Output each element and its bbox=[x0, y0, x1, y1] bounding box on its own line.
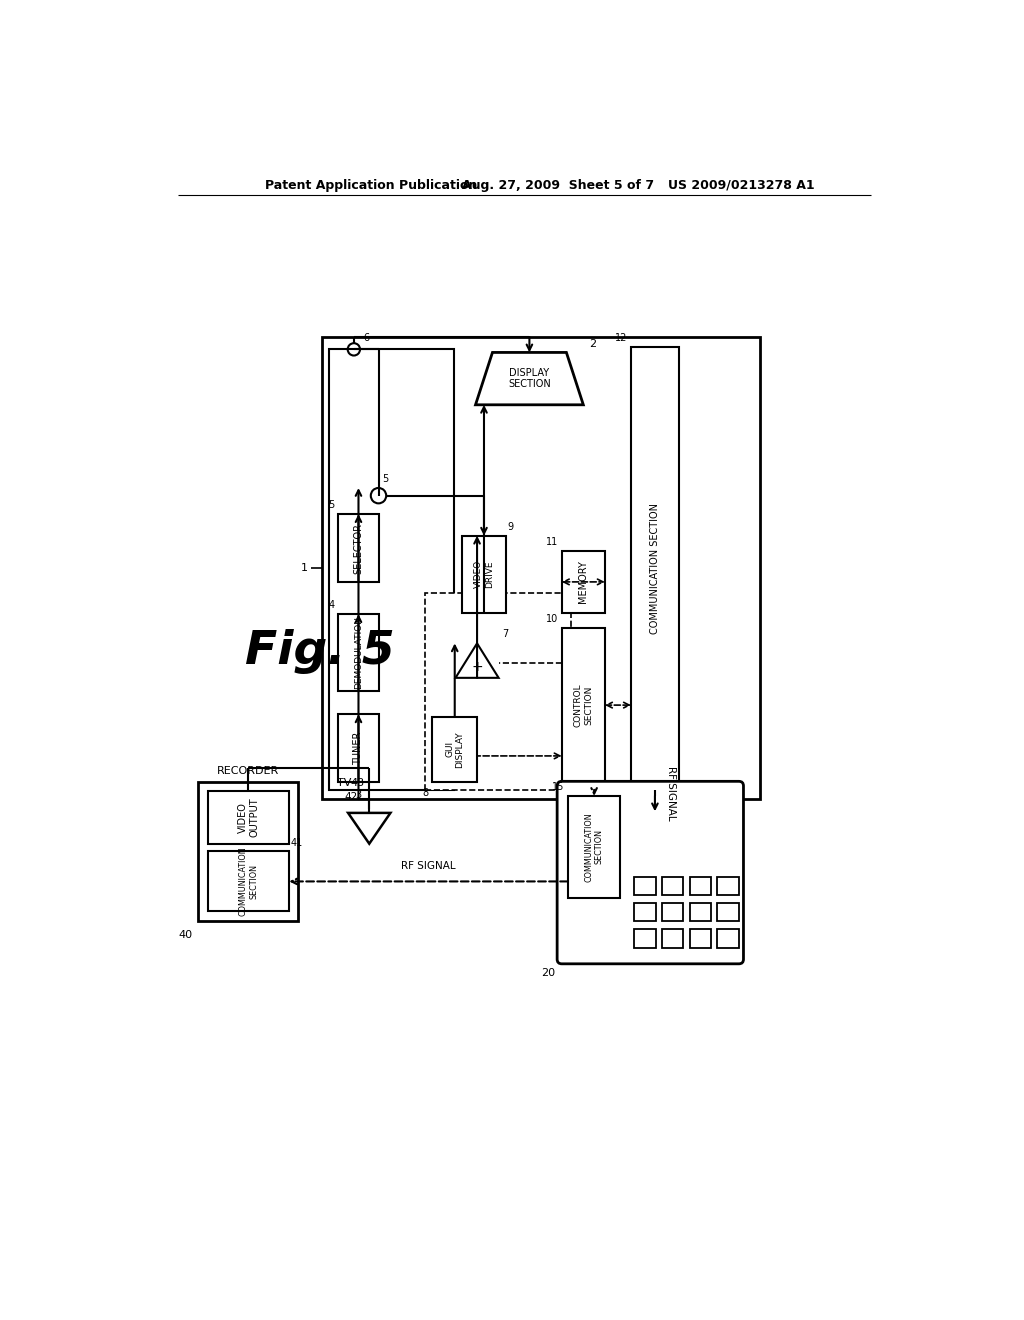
Text: 5: 5 bbox=[329, 500, 335, 511]
Text: 4: 4 bbox=[329, 601, 335, 610]
Text: CONTROL
SECTION: CONTROL SECTION bbox=[573, 684, 593, 727]
Text: 6: 6 bbox=[364, 333, 370, 343]
Bar bbox=[717, 903, 739, 921]
Bar bbox=[689, 903, 711, 921]
Text: 7: 7 bbox=[503, 630, 509, 639]
Text: Aug. 27, 2009  Sheet 5 of 7: Aug. 27, 2009 Sheet 5 of 7 bbox=[462, 178, 653, 191]
Bar bbox=[432, 717, 477, 781]
Bar bbox=[634, 929, 655, 948]
Text: COMMUNICATION
SECTION: COMMUNICATION SECTION bbox=[239, 846, 258, 916]
Text: Fig. 5: Fig. 5 bbox=[245, 628, 394, 673]
Text: DISPLAY
SECTION: DISPLAY SECTION bbox=[508, 368, 551, 389]
Bar bbox=[568, 796, 621, 898]
Bar bbox=[631, 347, 679, 789]
Bar bbox=[662, 903, 683, 921]
Text: VIDEO
DRIVE: VIDEO DRIVE bbox=[474, 560, 494, 589]
Bar bbox=[199, 781, 298, 921]
Text: 3: 3 bbox=[355, 789, 361, 800]
Text: US 2009/0213278 A1: US 2009/0213278 A1 bbox=[668, 178, 815, 191]
Bar bbox=[634, 876, 655, 895]
Text: 5: 5 bbox=[382, 474, 388, 484]
Bar bbox=[330, 350, 454, 789]
Text: 11: 11 bbox=[546, 537, 558, 548]
Bar bbox=[689, 876, 711, 895]
Text: GUI
DISPLAY: GUI DISPLAY bbox=[445, 731, 465, 768]
Text: 9: 9 bbox=[508, 521, 514, 532]
Bar bbox=[634, 903, 655, 921]
Text: RF SIGNAL: RF SIGNAL bbox=[401, 861, 456, 871]
Bar bbox=[208, 851, 289, 911]
Bar bbox=[208, 792, 289, 843]
Text: DEMODULATION: DEMODULATION bbox=[354, 616, 362, 689]
Bar bbox=[339, 714, 379, 781]
Text: 1: 1 bbox=[301, 564, 307, 573]
Text: COMMUNICATION
SECTION: COMMUNICATION SECTION bbox=[585, 812, 604, 882]
Text: COMMUNICATION SECTION: COMMUNICATION SECTION bbox=[650, 503, 659, 634]
Bar bbox=[662, 876, 683, 895]
Text: 41: 41 bbox=[291, 838, 303, 847]
Bar bbox=[717, 876, 739, 895]
Text: TV: TV bbox=[337, 779, 351, 788]
Text: 40: 40 bbox=[178, 929, 193, 940]
Bar bbox=[339, 515, 379, 582]
Text: Patent Application Publication: Patent Application Publication bbox=[265, 178, 477, 191]
Text: 15: 15 bbox=[552, 783, 564, 792]
Bar bbox=[717, 929, 739, 948]
Text: 20: 20 bbox=[542, 969, 556, 978]
Text: 8: 8 bbox=[423, 788, 429, 799]
Text: 2: 2 bbox=[590, 339, 597, 348]
Bar bbox=[322, 337, 761, 799]
Bar bbox=[562, 628, 605, 781]
Bar bbox=[562, 552, 605, 612]
Bar bbox=[662, 929, 683, 948]
Text: +: + bbox=[471, 660, 483, 673]
Text: MEMORY: MEMORY bbox=[579, 561, 589, 603]
Text: 43: 43 bbox=[351, 779, 365, 788]
Text: VIDEO
OUTPUT: VIDEO OUTPUT bbox=[238, 797, 259, 837]
Text: SELECTOR: SELECTOR bbox=[353, 523, 364, 573]
Text: 10: 10 bbox=[546, 614, 558, 624]
FancyBboxPatch shape bbox=[557, 781, 743, 964]
Bar bbox=[689, 929, 711, 948]
Text: 12: 12 bbox=[614, 333, 628, 343]
Bar bbox=[339, 614, 379, 692]
Text: RECORDER: RECORDER bbox=[217, 766, 280, 776]
Bar bbox=[425, 594, 571, 789]
Text: RF SIGNAL: RF SIGNAL bbox=[666, 766, 676, 820]
Text: TUNER: TUNER bbox=[353, 731, 364, 764]
Bar bbox=[462, 536, 506, 612]
Text: 42: 42 bbox=[344, 792, 357, 803]
